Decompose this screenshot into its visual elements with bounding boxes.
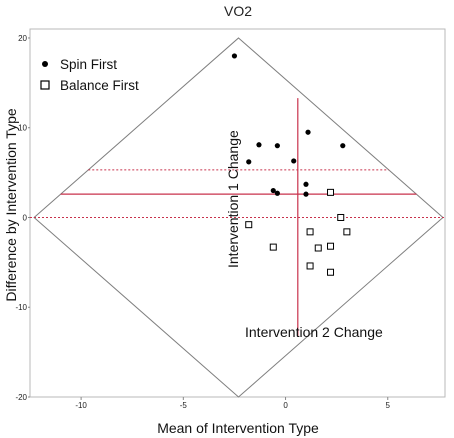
legend-spin-first-marker bbox=[42, 61, 48, 67]
y-tick-label: -20 bbox=[15, 393, 27, 402]
plot-frame bbox=[29, 28, 446, 398]
x-axis-label: Mean of Intervention Type bbox=[157, 420, 319, 436]
y-tick-label: -10 bbox=[15, 303, 27, 312]
spin-first-point bbox=[270, 187, 276, 194]
x-tick-label: 0 bbox=[283, 401, 288, 410]
legend-balance-first-marker bbox=[40, 80, 50, 90]
x-tick-label: -5 bbox=[180, 401, 188, 410]
spin-first-point bbox=[303, 181, 309, 187]
balance-first-point bbox=[306, 262, 314, 270]
legend-balance-first-label: Balance First bbox=[60, 78, 139, 93]
intervention-2-annotation: Intervention 2 Change bbox=[245, 324, 383, 340]
y-tick-label: 10 bbox=[18, 124, 27, 133]
balance-first-point bbox=[314, 244, 322, 252]
spin-first-point bbox=[246, 159, 252, 165]
x-tick-label: 5 bbox=[386, 401, 391, 410]
x-tick-label: -10 bbox=[75, 401, 87, 410]
balance-first-point bbox=[337, 213, 345, 221]
balance-first-point bbox=[245, 221, 253, 229]
balance-first-point bbox=[327, 188, 335, 196]
intervention-1-annotation: Intervention 1 Change bbox=[225, 130, 241, 268]
spin-first-point bbox=[291, 158, 297, 164]
spin-first-point bbox=[256, 142, 262, 148]
balance-first-point bbox=[327, 242, 335, 250]
balance-first-point bbox=[327, 268, 335, 276]
y-tick-label: 0 bbox=[23, 213, 28, 222]
spin-first-point bbox=[231, 53, 238, 59]
balance-first-point bbox=[343, 228, 351, 236]
y-axis-label: Difference by Intervention Type bbox=[3, 108, 19, 301]
spin-first-point bbox=[274, 143, 280, 149]
chart-title: VO2 bbox=[224, 3, 252, 19]
spin-first-point bbox=[340, 143, 346, 149]
y-tick-label: 20 bbox=[18, 34, 27, 43]
diamond-region bbox=[33, 37, 444, 398]
spin-first-point bbox=[303, 191, 309, 197]
legend-spin-first-label: Spin First bbox=[60, 57, 117, 72]
balance-first-point bbox=[306, 228, 314, 236]
balance-first-point bbox=[269, 243, 277, 251]
spin-first-point bbox=[274, 190, 280, 196]
spin-first-point bbox=[305, 129, 311, 135]
